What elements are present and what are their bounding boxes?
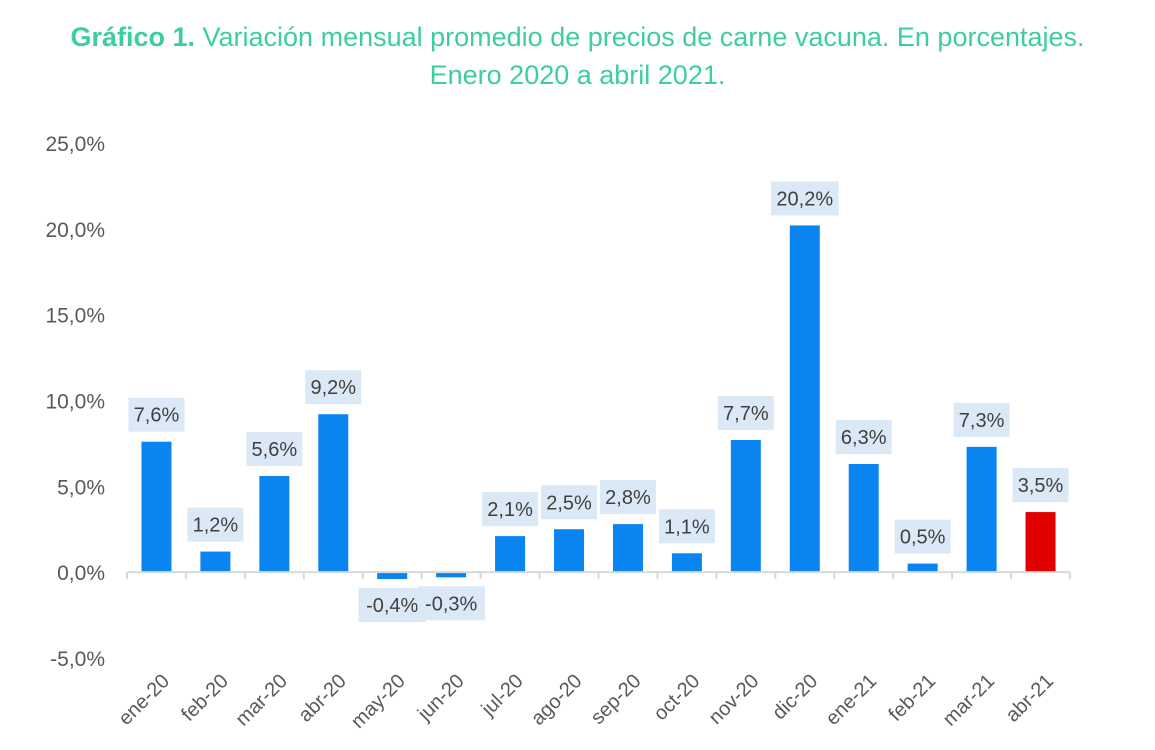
data-label: 2,1%	[487, 499, 533, 521]
bar	[1025, 512, 1056, 573]
bar	[789, 225, 820, 573]
x-tick-label: ago-20	[527, 670, 587, 730]
data-label-background	[599, 480, 656, 515]
data-label-background	[187, 507, 244, 542]
data-label: 1,1%	[664, 516, 710, 538]
x-tick-label: feb-20	[177, 670, 233, 726]
bar	[259, 476, 290, 573]
data-label: -0,4%	[366, 595, 418, 617]
x-tick-label: sep-20	[587, 670, 646, 729]
y-tick-label: 0,0%	[57, 562, 105, 585]
x-tick-label: nov-20	[705, 670, 764, 729]
data-label: 2,5%	[546, 492, 592, 514]
data-label: 2,8%	[605, 487, 651, 509]
data-label-background	[541, 485, 598, 520]
data-label-background	[1012, 468, 1069, 503]
data-label-background	[358, 588, 426, 623]
x-tick-label: mar-20	[232, 670, 292, 730]
bar	[377, 572, 408, 580]
x-tick-label: jun-20	[413, 670, 469, 726]
data-label-background	[417, 586, 485, 621]
data-label: 7,6%	[134, 405, 180, 427]
y-tick-label: 10,0%	[45, 391, 105, 414]
x-tick-label: dic-20	[768, 670, 822, 724]
x-tick-label: oct-20	[650, 670, 705, 725]
data-label-background	[771, 181, 839, 216]
bar	[141, 441, 172, 573]
y-tick-label: 5,0%	[57, 476, 105, 499]
bar	[436, 572, 467, 578]
data-label-background	[835, 420, 892, 455]
bar	[848, 464, 879, 573]
x-tick-label: abr-20	[294, 670, 350, 726]
data-label: 7,3%	[959, 410, 1005, 432]
x-tick-label: abr-21	[1002, 670, 1058, 726]
data-label: 0,5%	[900, 527, 946, 549]
chart-title-lead: Gráfico 1.	[70, 22, 195, 52]
x-tick-label: may-20	[347, 670, 410, 733]
data-label: 6,3%	[841, 427, 887, 449]
bar	[907, 563, 938, 573]
bar	[671, 553, 702, 573]
data-label-background	[658, 509, 715, 544]
data-label-background	[482, 492, 539, 527]
chart-title-text: Variación mensual promedio de precios de…	[202, 22, 1085, 52]
data-label-background	[246, 432, 303, 467]
bar	[554, 529, 585, 573]
x-tick-label: ene-21	[822, 670, 882, 730]
data-label: -0,3%	[425, 593, 477, 615]
data-label-background	[305, 370, 362, 405]
data-label-background	[894, 519, 951, 554]
bar	[200, 551, 231, 573]
y-tick-label: 15,0%	[45, 305, 105, 328]
data-label: 1,2%	[193, 515, 239, 537]
data-label-background	[717, 395, 774, 430]
y-tick-label: 20,0%	[45, 219, 105, 242]
bar	[318, 414, 349, 573]
data-label: 9,2%	[310, 377, 356, 399]
bar	[612, 524, 643, 573]
chart-title-line-2: Enero 2020 a abril 2021.	[429, 60, 726, 90]
y-tick-label: 25,0%	[45, 133, 105, 156]
data-label: 3,5%	[1018, 475, 1064, 497]
x-tick-label: jul-20	[477, 670, 528, 721]
data-label: 5,6%	[252, 439, 298, 461]
data-label: 7,7%	[723, 403, 769, 425]
data-label-background	[953, 402, 1010, 437]
x-tick-label: mar-21	[939, 670, 999, 730]
chart-title-line-1: Gráfico 1. Variación mensual promedio de…	[0, 18, 1155, 56]
bar	[966, 446, 997, 573]
x-tick-label: feb-21	[885, 670, 941, 726]
bar	[730, 439, 761, 573]
chart-title: Gráfico 1. Variación mensual promedio de…	[0, 18, 1155, 94]
x-tick-label: ene-20	[114, 670, 174, 730]
y-tick-label: -5,0%	[50, 648, 105, 671]
data-label-background	[128, 397, 185, 432]
data-label: 20,2%	[776, 188, 833, 210]
bar	[495, 536, 526, 573]
